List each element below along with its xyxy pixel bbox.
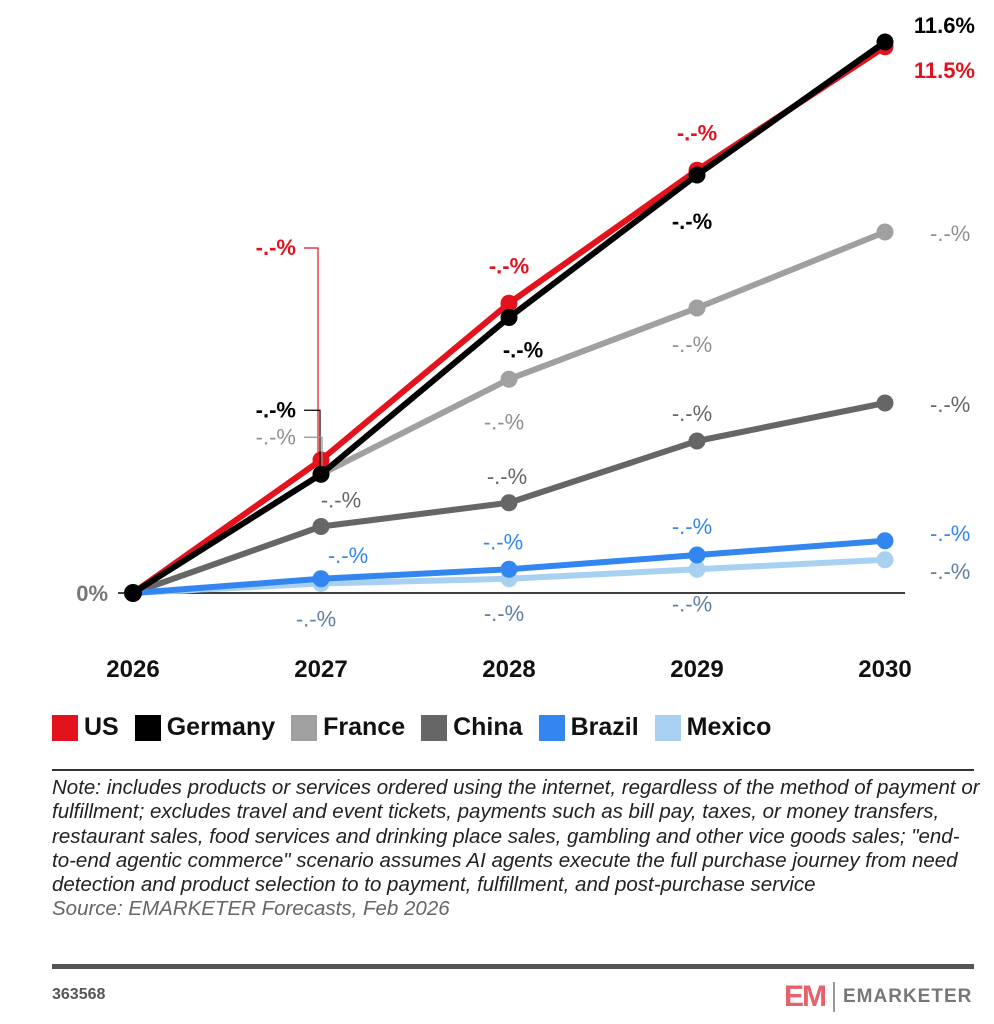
x-tick-label-2026: 2026 (106, 656, 159, 683)
legend-label: Germany (166, 713, 276, 741)
data-label-france-2028: -.-% (484, 409, 524, 434)
data-label-china-2029: -.-% (672, 401, 712, 426)
legend-swatch (654, 714, 681, 741)
data-point-us-2027 (312, 451, 330, 469)
legend: US Germany France China Brazil Mexico (52, 713, 787, 742)
data-point-germany-2027 (312, 465, 330, 483)
legend-label: US (84, 713, 119, 741)
legend-item-china: China (421, 713, 523, 742)
leader-line-germany (304, 409, 321, 467)
data-point-germany-2030 (876, 33, 894, 51)
data-point-brazil-2028 (500, 560, 518, 578)
x-tick-label-2029: 2029 (670, 656, 723, 683)
legend-item-brazil: Brazil (538, 713, 639, 742)
x-tick-label-2028: 2028 (482, 656, 535, 683)
data-label-china-2030: -.-% (930, 392, 970, 417)
logo-mark: EM (784, 980, 827, 1013)
x-tick-label-2030: 2030 (858, 656, 911, 683)
data-point-france-2028 (500, 370, 518, 388)
data-point-brazil-2027 (312, 570, 330, 588)
leader-line-us (304, 247, 319, 452)
data-point-china-2030 (876, 394, 894, 412)
logo-text: EMARKETER (843, 986, 973, 1007)
data-label-mexico-2029: -.-% (672, 591, 712, 616)
logo-separator (833, 982, 835, 1012)
data-point-germany-2028 (500, 309, 518, 326)
data-label-france-2029: -.-% (672, 332, 712, 357)
legend-swatch (538, 714, 565, 741)
data-label-brazil-2027: -.-% (328, 543, 368, 568)
data-label-mexico-2028: -.-% (484, 601, 524, 626)
legend-swatch (134, 714, 161, 741)
data-point-france-2030 (876, 223, 894, 241)
data-label-us-2027: -.-% (256, 235, 296, 260)
chart-id: 363568 (52, 986, 106, 1003)
legend-swatch (421, 714, 448, 741)
data-point-germany-2029 (688, 166, 706, 184)
divider (52, 769, 974, 771)
data-point-china-2029 (688, 432, 706, 450)
data-label-us-2029: -.-% (677, 120, 717, 145)
legend-item-us: US (52, 713, 119, 742)
data-point-us-2028 (500, 294, 518, 312)
legend-swatch (291, 714, 318, 741)
line-chart: 0% 2026 2027 2028 2029 2030 -.-% -.-% -.-% 11.5% -… (76, 13, 975, 683)
y-axis-zero-label: 0% (76, 581, 108, 606)
data-label-china-2027: -.-% (321, 488, 361, 513)
data-point-china-2028 (500, 494, 518, 512)
x-tick-label-2027: 2027 (294, 656, 347, 683)
note-text: Note: includes products or services orde… (52, 776, 980, 897)
data-point-brazil-2029 (688, 546, 706, 564)
data-label-china-2028: -.-% (487, 464, 527, 489)
data-label-brazil-2028: -.-% (483, 529, 523, 554)
data-point-mexico-2029 (688, 560, 706, 578)
data-label-brazil-2029: -.-% (672, 514, 712, 539)
legend-item-france: France (291, 713, 405, 742)
data-label-germany-2028: -.-% (503, 338, 543, 363)
legend-swatch (52, 714, 78, 741)
data-point-brazil-2030 (876, 532, 894, 550)
legend-label: France (323, 713, 406, 741)
legend-item-mexico: Mexico (654, 713, 772, 742)
legend-label: Brazil (570, 713, 639, 741)
legend-item-germany: Germany (134, 713, 276, 742)
leader-line-france (304, 436, 323, 467)
data-label-brazil-2030: -.-% (930, 521, 970, 546)
data-label-germany-2029: -.-% (672, 209, 712, 234)
data-point-mexico-2030 (876, 551, 894, 569)
chart-note: Note: includes products or services orde… (52, 776, 982, 922)
source-text: Source: EMARKETER Forecasts, Feb 2026 (52, 897, 450, 921)
data-label-mexico-2030: -.-% (930, 559, 970, 584)
data-label-us-2028: -.-% (489, 253, 529, 278)
emarketer-logo: EM EMARKETER (784, 980, 972, 1014)
data-point-france-2029 (688, 299, 706, 317)
data-label-france-2030: -.-% (930, 221, 970, 246)
legend-label: Mexico (686, 713, 772, 741)
legend-label: China (453, 713, 523, 741)
data-label-us-2030: 11.5% (914, 58, 975, 83)
data-label-mexico-2027: -.-% (296, 607, 336, 632)
data-point-china-2027 (312, 518, 330, 535)
data-label-france-2027: -.-% (256, 424, 296, 449)
divider (52, 964, 974, 969)
data-label-germany-2027: -.-% (256, 397, 296, 422)
data-point-origin (124, 584, 142, 602)
data-label-germany-2030: 11.6% (914, 13, 975, 38)
